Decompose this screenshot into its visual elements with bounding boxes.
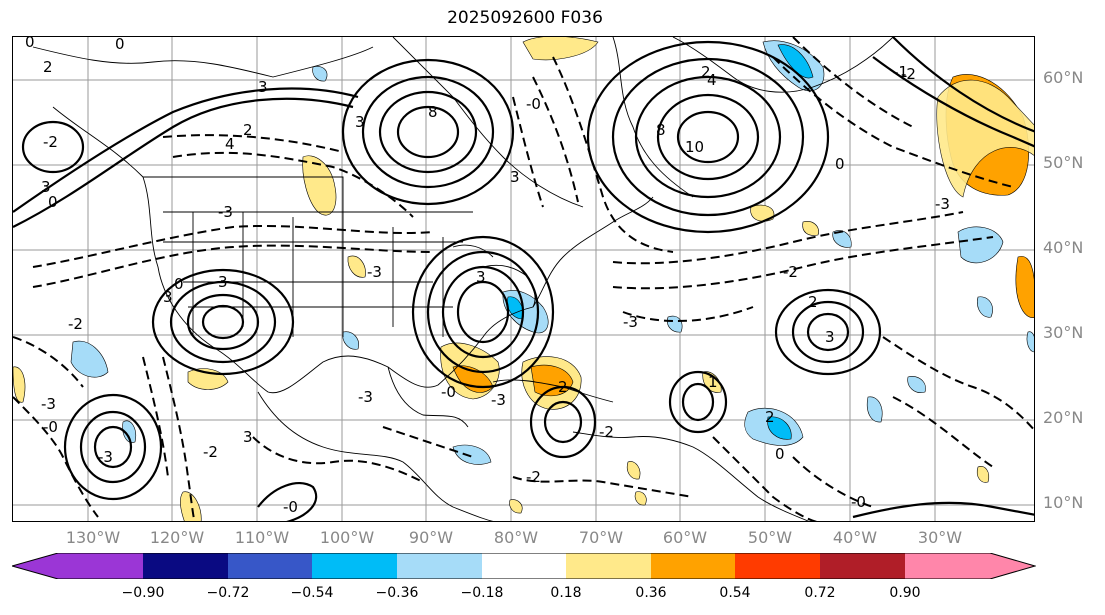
shaded-anomalies (13, 37, 1034, 521)
contour-label: 1 (708, 373, 718, 391)
lon-label-60w: 60°W (662, 528, 708, 547)
contour-label: -2 (599, 423, 614, 441)
contour-label: -2 (901, 65, 916, 83)
colorbar-segment (482, 553, 566, 579)
lat-label-50n: 50°N (1043, 153, 1084, 172)
colorbar-segment (312, 553, 397, 579)
lon-label-70w: 70°W (578, 528, 624, 547)
contour-label: -2 (68, 315, 83, 333)
contour-label: -0 (283, 498, 298, 516)
contour-label: 3 (218, 273, 228, 291)
colorbar-tick: 0.18 (550, 585, 582, 601)
lon-label-50w: 50°W (747, 528, 793, 547)
contour-label: -3 (41, 395, 56, 413)
lon-label-90w: 90°W (408, 528, 454, 547)
contour-label: -3 (623, 313, 638, 331)
colorbar-tick: −0.90 (121, 585, 165, 601)
contour-label: 8 (656, 121, 666, 139)
lon-label-120w: 120°W (149, 528, 205, 547)
contour-label: 0 (115, 37, 125, 53)
lat-label-30n: 30°N (1043, 323, 1084, 342)
contour-label: 0 (25, 37, 35, 51)
contour-label: -2 (203, 443, 218, 461)
lat-label-10n: 10°N (1043, 493, 1084, 512)
contour-label: -3 (358, 388, 373, 406)
contour-label: 2 (43, 58, 53, 76)
contour-label: 2 (701, 63, 711, 81)
contour-label: 0 (48, 193, 58, 211)
colorbar-tick: −0.36 (375, 585, 419, 601)
contour-label: -2 (783, 263, 798, 281)
lon-label-100w: 100°W (319, 528, 375, 547)
contour-labels: 0 0 2 3 3 4 2 -3 3 8 -0 3 4 8 10 2 -2 0 … (25, 37, 950, 516)
contour-label: 3 (825, 328, 835, 346)
colorbar-tick: −0.72 (206, 585, 250, 601)
contour-label: -3 (98, 448, 113, 466)
lon-label-40w: 40°W (832, 528, 878, 547)
colorbar-tick: 0.36 (635, 585, 667, 601)
lat-label-40n: 40°N (1043, 238, 1084, 257)
contour-label: -0 (526, 95, 541, 113)
contour-label: 3 (355, 113, 365, 131)
contour-label: -0 (441, 383, 456, 401)
contour-label: 3 (163, 288, 173, 306)
contour-label: 3 (258, 78, 268, 96)
map-panel: 0 0 2 3 3 4 2 -3 3 8 -0 3 4 8 10 2 -2 0 … (12, 36, 1035, 522)
lon-label-80w: 80°W (493, 528, 539, 547)
colorbar-segment (12, 553, 143, 579)
contour-label: 8 (428, 103, 438, 121)
colorbar-segment (228, 553, 312, 579)
contour-label: 3 (41, 178, 51, 196)
contour-label: -3 (935, 195, 950, 213)
contour-label: -3 (367, 263, 382, 281)
colorbar (12, 553, 1036, 579)
colorbar-segment (397, 553, 482, 579)
lat-label-20n: 20°N (1043, 408, 1084, 427)
contour-label: 4 (225, 135, 235, 153)
lon-label-130w: 130°W (65, 528, 121, 547)
contour-label: 2 (558, 378, 568, 396)
colorbar-segment (735, 553, 820, 579)
contour-label: -3 (491, 391, 506, 409)
contour-label: -1 (893, 63, 908, 81)
contour-label: -2 (526, 468, 541, 486)
map-title: 2025092600 F036 (447, 8, 603, 28)
contour-label: 10 (685, 138, 704, 156)
contour-label: 3 (510, 168, 520, 186)
lat-label-60n: 60°N (1043, 68, 1084, 87)
contour-label: 2 (808, 293, 818, 311)
contour-label: 4 (707, 71, 717, 89)
colorbar-tick: −0.54 (290, 585, 334, 601)
contour-label: 0 (835, 155, 845, 173)
contour-label: -0 (851, 493, 866, 511)
colorbar-segment (651, 553, 735, 579)
colorbar-segment (143, 553, 228, 579)
lon-label-30w: 30°W (917, 528, 963, 547)
colorbar-segment (905, 553, 1035, 579)
positive-contours (13, 37, 1034, 521)
contour-label: -2 (43, 133, 58, 151)
negative-contours (13, 37, 1034, 521)
lon-label-110w: 110°W (234, 528, 290, 547)
contour-label: 2 (765, 408, 775, 426)
contour-label: 2 (243, 121, 253, 139)
contour-label: 3 (476, 268, 486, 286)
colorbar-tick: 0.72 (804, 585, 836, 601)
contour-label: -0 (43, 418, 58, 436)
contour-label: 0 (174, 275, 184, 293)
contour-label: 0 (775, 445, 785, 463)
contour-label: -3 (218, 203, 233, 221)
colorbar-tick: −0.18 (460, 585, 504, 601)
colorbar-segment (566, 553, 651, 579)
colorbar-tick: 0.90 (889, 585, 921, 601)
contour-label: 3 (243, 428, 253, 446)
colorbar-segment (820, 553, 905, 579)
colorbar-tick: 0.54 (719, 585, 751, 601)
map-canvas: 0 0 2 3 3 4 2 -3 3 8 -0 3 4 8 10 2 -2 0 … (13, 37, 1034, 521)
